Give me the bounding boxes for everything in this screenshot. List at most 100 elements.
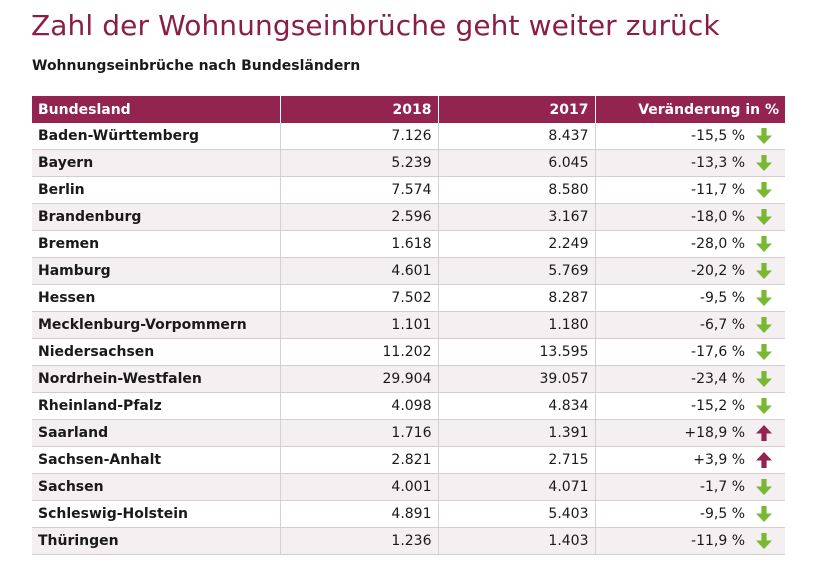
- cell-2018: 2.821: [280, 446, 439, 474]
- column-header-2018: 2018: [280, 96, 439, 123]
- change-value: -1,7 %: [699, 479, 745, 495]
- table-row: Schleswig-Holstein 4.891 5.403 -9,5 %: [32, 500, 785, 528]
- cell-bundesland: Brandenburg: [32, 203, 281, 231]
- cell-veraenderung: -1,7 %: [595, 473, 785, 501]
- table-row: Sachsen-Anhalt 2.821 2.715 +3,9 %: [32, 446, 785, 474]
- table-row: Mecklenburg-Vorpommern 1.101 1.180 -6,7 %: [32, 311, 785, 339]
- cell-2018: 1.716: [280, 419, 439, 447]
- table-header-row: Bundesland 2018 2017 Veränderung in %: [32, 96, 785, 123]
- change-value: -18,0 %: [691, 209, 745, 225]
- arrow-down-icon: [755, 289, 773, 307]
- arrow-down-icon: [755, 127, 773, 145]
- cell-bundesland: Berlin: [32, 176, 281, 204]
- arrow-down-icon: [755, 370, 773, 388]
- cell-2018: 11.202: [280, 338, 439, 366]
- cell-bundesland: Sachsen-Anhalt: [32, 446, 281, 474]
- arrow-down-icon: [755, 478, 773, 496]
- cell-bundesland: Baden-Württemberg: [32, 123, 281, 150]
- cell-2017: 8.437: [438, 123, 596, 150]
- table-row: Hessen 7.502 8.287 -9,5 %: [32, 284, 785, 312]
- cell-veraenderung: -18,0 %: [595, 203, 785, 231]
- change-value: -6,7 %: [699, 317, 745, 333]
- cell-2018: 1.101: [280, 311, 439, 339]
- table-row: Thüringen 1.236 1.403 -11,9 %: [32, 527, 785, 555]
- cell-2017: 2.715: [438, 446, 596, 474]
- cell-2018: 1.236: [280, 527, 439, 555]
- table-row: Bremen 1.618 2.249 -28,0 %: [32, 230, 785, 258]
- cell-bundesland: Hamburg: [32, 257, 281, 285]
- change-value: -20,2 %: [691, 263, 745, 279]
- cell-bundesland: Saarland: [32, 419, 281, 447]
- change-value: -17,6 %: [691, 344, 745, 360]
- change-value: -11,9 %: [691, 533, 745, 549]
- table-row: Bayern 5.239 6.045 -13,3 %: [32, 149, 785, 177]
- column-header-veraenderung: Veränderung in %: [595, 96, 785, 123]
- cell-2018: 1.618: [280, 230, 439, 258]
- change-value: -23,4 %: [691, 371, 745, 387]
- change-value: +18,9 %: [684, 425, 745, 441]
- cell-2018: 7.574: [280, 176, 439, 204]
- table-row: Sachsen 4.001 4.071 -1,7 %: [32, 473, 785, 501]
- cell-veraenderung: -28,0 %: [595, 230, 785, 258]
- cell-2017: 2.249: [438, 230, 596, 258]
- cell-bundesland: Thüringen: [32, 527, 281, 555]
- cell-2017: 1.391: [438, 419, 596, 447]
- arrow-down-icon: [755, 505, 773, 523]
- chart-subtitle: Wohnungseinbrüche nach Bundesländern: [32, 58, 361, 74]
- cell-2017: 3.167: [438, 203, 596, 231]
- cell-2017: 4.071: [438, 473, 596, 501]
- arrow-down-icon: [755, 154, 773, 172]
- cell-2018: 4.098: [280, 392, 439, 420]
- cell-bundesland: Sachsen: [32, 473, 281, 501]
- arrow-down-icon: [755, 235, 773, 253]
- table-row: Hamburg 4.601 5.769 -20,2 %: [32, 257, 785, 285]
- chart-title: Zahl der Wohnungseinbrüche geht weiter z…: [31, 9, 720, 42]
- cell-2017: 1.180: [438, 311, 596, 339]
- cell-2017: 5.403: [438, 500, 596, 528]
- cell-veraenderung: +3,9 %: [595, 446, 785, 474]
- cell-veraenderung: -9,5 %: [595, 500, 785, 528]
- cell-bundesland: Bayern: [32, 149, 281, 177]
- cell-veraenderung: -11,7 %: [595, 176, 785, 204]
- table-body: Baden-Württemberg 7.126 8.437 -15,5 % Bayern…: [32, 123, 785, 555]
- cell-veraenderung: -15,2 %: [595, 392, 785, 420]
- arrow-down-icon: [755, 316, 773, 334]
- cell-veraenderung: -15,5 %: [595, 123, 785, 150]
- cell-2017: 13.595: [438, 338, 596, 366]
- arrow-down-icon: [755, 532, 773, 550]
- cell-bundesland: Schleswig-Holstein: [32, 500, 281, 528]
- change-value: -15,2 %: [691, 398, 745, 414]
- change-value: -15,5 %: [691, 128, 745, 144]
- cell-2018: 7.126: [280, 123, 439, 150]
- cell-2017: 8.287: [438, 284, 596, 312]
- cell-bundesland: Nordrhein-Westfalen: [32, 365, 281, 393]
- change-value: -28,0 %: [691, 236, 745, 252]
- cell-veraenderung: +18,9 %: [595, 419, 785, 447]
- cell-2018: 4.001: [280, 473, 439, 501]
- column-header-bundesland: Bundesland: [32, 96, 281, 123]
- change-value: -13,3 %: [691, 155, 745, 171]
- cell-2017: 5.769: [438, 257, 596, 285]
- cell-bundesland: Mecklenburg-Vorpommern: [32, 311, 281, 339]
- cell-veraenderung: -20,2 %: [595, 257, 785, 285]
- cell-veraenderung: -23,4 %: [595, 365, 785, 393]
- cell-2017: 4.834: [438, 392, 596, 420]
- cell-bundesland: Rheinland-Pfalz: [32, 392, 281, 420]
- cell-2018: 7.502: [280, 284, 439, 312]
- table-row: Saarland 1.716 1.391 +18,9 %: [32, 419, 785, 447]
- cell-2017: 6.045: [438, 149, 596, 177]
- cell-2017: 8.580: [438, 176, 596, 204]
- arrow-up-icon: [755, 424, 773, 442]
- arrow-down-icon: [755, 262, 773, 280]
- cell-2018: 4.891: [280, 500, 439, 528]
- cell-2018: 4.601: [280, 257, 439, 285]
- table-row: Berlin 7.574 8.580 -11,7 %: [32, 176, 785, 204]
- cell-bundesland: Hessen: [32, 284, 281, 312]
- cell-2018: 29.904: [280, 365, 439, 393]
- cell-2018: 5.239: [280, 149, 439, 177]
- table-row: Brandenburg 2.596 3.167 -18,0 %: [32, 203, 785, 231]
- cell-veraenderung: -11,9 %: [595, 527, 785, 555]
- change-value: -11,7 %: [691, 182, 745, 198]
- cell-veraenderung: -6,7 %: [595, 311, 785, 339]
- table-row: Rheinland-Pfalz 4.098 4.834 -15,2 %: [32, 392, 785, 420]
